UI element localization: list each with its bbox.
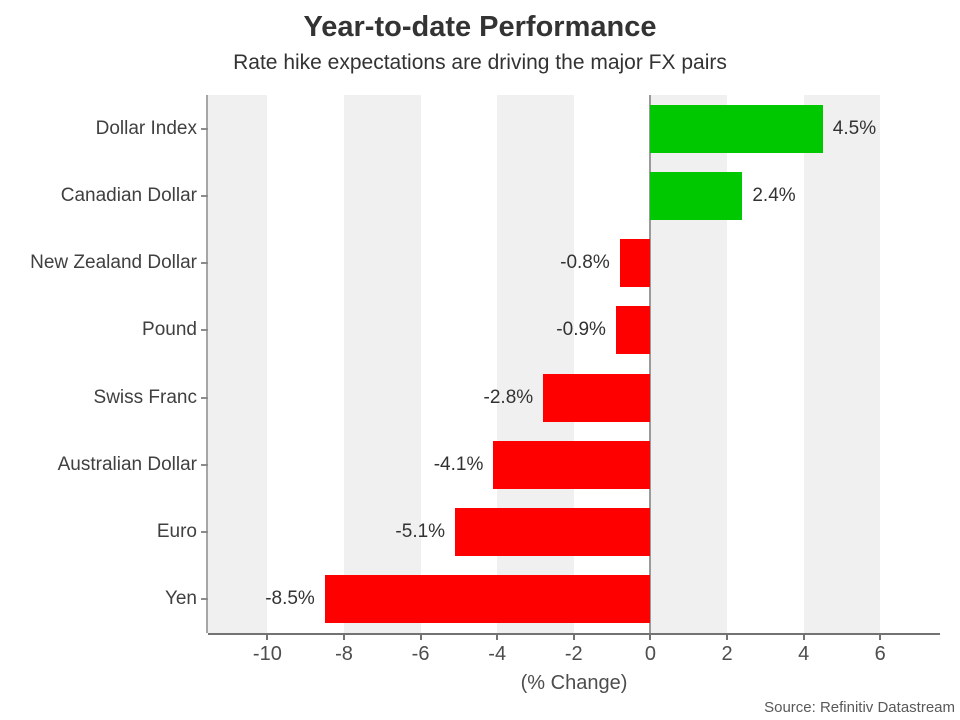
category-label-dollar-index: Dollar Index — [95, 117, 197, 139]
x-tick — [266, 633, 269, 640]
value-label-australian-dollar: -4.1% — [433, 453, 484, 475]
x-tick — [879, 633, 882, 640]
x-tick-label: -6 — [411, 643, 430, 665]
x-tick — [342, 633, 345, 640]
value-label-yen: -8.5% — [265, 588, 315, 610]
category-label-pound: Pound — [142, 319, 197, 341]
bar-canadian-dollar — [650, 171, 743, 220]
source-credit: Source: Refinitiv Datastream — [764, 699, 955, 716]
bar-swiss-franc — [543, 373, 651, 422]
grid-band — [208, 95, 268, 633]
y-tick — [201, 598, 208, 601]
value-label-euro: -5.1% — [395, 521, 446, 543]
bar-euro — [455, 508, 651, 557]
y-tick — [201, 262, 208, 265]
chart-title: Year-to-date Performance — [303, 11, 657, 43]
chart-subtitle: Rate hike expectations are driving the m… — [233, 51, 727, 74]
value-label-pound: -0.9% — [556, 319, 606, 341]
x-axis-title: (% Change) — [520, 672, 628, 694]
bar-dollar-index — [650, 104, 823, 153]
category-label-new-zealand-dollar: New Zealand Dollar — [30, 252, 197, 274]
value-label-dollar-index: 4.5% — [832, 117, 877, 139]
value-label-swiss-franc: -2.8% — [483, 386, 534, 408]
grid-band — [803, 95, 881, 633]
x-tick — [496, 633, 499, 640]
x-tick-label: -8 — [335, 643, 353, 665]
x-tick — [802, 633, 805, 640]
bar-new-zealand-dollar — [619, 239, 651, 288]
y-tick — [201, 329, 208, 332]
category-label-euro: Euro — [156, 521, 197, 543]
y-tick — [201, 531, 208, 534]
value-label-new-zealand-dollar: -0.8% — [560, 252, 610, 274]
x-tick — [649, 633, 652, 640]
x-tick-label: -10 — [252, 643, 282, 665]
category-label-yen: Yen — [164, 588, 197, 610]
y-axis-spine — [206, 95, 208, 633]
x-tick-label: 4 — [798, 643, 810, 665]
x-tick-label: 6 — [874, 643, 886, 665]
x-tick-label: -2 — [564, 643, 583, 665]
bar-australian-dollar — [493, 440, 651, 489]
zero-gridline — [649, 95, 652, 633]
y-tick — [201, 463, 208, 466]
x-tick — [572, 633, 575, 640]
x-tick — [726, 633, 729, 640]
y-tick — [201, 194, 208, 197]
bar-pound — [615, 306, 651, 355]
category-label-australian-dollar: Australian Dollar — [57, 453, 197, 475]
y-tick — [201, 127, 208, 130]
x-tick — [419, 633, 422, 640]
category-label-canadian-dollar: Canadian Dollar — [60, 184, 197, 206]
x-tick-label: 2 — [721, 643, 733, 665]
plot-area: 4.5% 2.4% -0.8% -0.9% -2.8% -4.1% -5.1% -8.5% — [208, 95, 940, 633]
y-tick — [201, 396, 208, 399]
x-tick-label: -4 — [488, 643, 507, 665]
bar-yen — [324, 575, 651, 624]
category-label-swiss-franc: Swiss Franc — [93, 386, 197, 408]
x-tick-label: 0 — [644, 643, 656, 665]
grid-band — [343, 95, 421, 633]
value-label-canadian-dollar: 2.4% — [752, 184, 796, 206]
